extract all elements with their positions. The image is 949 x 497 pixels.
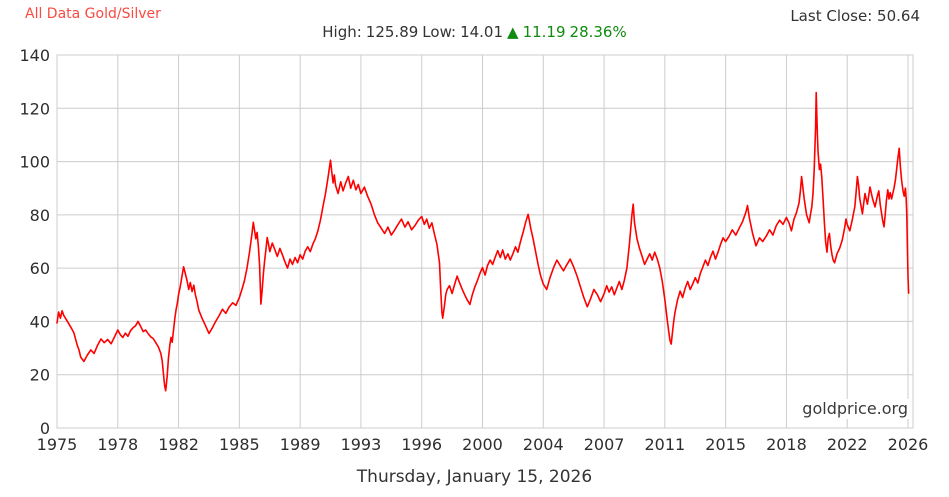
x-tick-label: 2007	[584, 435, 625, 454]
x-tick-label: 2022	[827, 435, 868, 454]
low-label: Low:	[422, 23, 457, 41]
last-close: Last Close: 50.64	[790, 7, 920, 25]
change-value: 11.19	[522, 23, 566, 41]
low-value: 14.01	[460, 23, 504, 41]
x-tick-label: 2011	[644, 435, 685, 454]
y-tick-label: 0	[40, 419, 50, 438]
x-tick-label: 2015	[705, 435, 746, 454]
range-stats: High: 125.89 Low: 14.01 ▲ 11.19 28.36%	[0, 23, 949, 41]
x-tick-label: 1978	[97, 435, 138, 454]
x-tick-label: 1993	[341, 435, 382, 454]
ratio-line-series	[56, 91, 910, 392]
x-tick-label: 2004	[523, 435, 564, 454]
x-tick-label: 1985	[219, 435, 260, 454]
chart-title: All Data Gold/Silver	[25, 6, 161, 22]
y-tick-label: 60	[30, 259, 50, 278]
last-close-value: 50.64	[877, 7, 920, 25]
footer-date: Thursday, January 15, 2026	[356, 467, 593, 487]
x-tick-label: 1975	[37, 435, 78, 454]
y-tick-label: 40	[30, 312, 50, 331]
last-close-label: Last Close:	[790, 7, 873, 25]
x-tick-label: 2018	[766, 435, 807, 454]
y-tick-label: 120	[19, 99, 50, 118]
y-tick-label: 80	[30, 206, 50, 225]
high-value: 125.89	[365, 23, 419, 41]
y-tick-label: 100	[19, 153, 50, 172]
change-percent: 28.36%	[569, 23, 627, 41]
x-tick-label: 1982	[158, 435, 199, 454]
watermark-goldprice-org: goldprice.org	[799, 399, 911, 419]
x-tick-label: 1989	[280, 435, 321, 454]
change-up-arrow-icon: ▲	[507, 23, 519, 41]
y-tick-label: 20	[30, 366, 50, 385]
high-label: High:	[322, 23, 362, 41]
x-tick-label: 1996	[401, 435, 442, 454]
y-tick-label: 140	[19, 46, 50, 65]
plot-border	[56, 54, 914, 429]
x-tick-label: 2026	[888, 435, 929, 454]
x-tick-label: 2000	[462, 435, 503, 454]
